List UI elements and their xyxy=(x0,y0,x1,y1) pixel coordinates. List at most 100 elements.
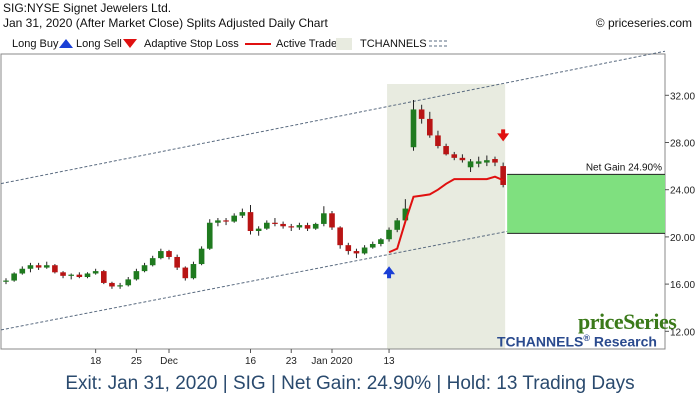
candle-body xyxy=(35,265,42,268)
candle-body xyxy=(231,215,237,222)
candle xyxy=(166,249,172,260)
candle xyxy=(272,218,278,227)
candle-body xyxy=(296,225,303,228)
candle xyxy=(117,282,123,289)
candle-body xyxy=(288,226,295,228)
candle xyxy=(288,223,295,231)
candle xyxy=(206,219,213,250)
candle xyxy=(158,248,164,260)
candle-body xyxy=(149,258,156,266)
chart-layer: 12.00 16.00 20.00 24.00 28.00 32.00 18 25 Dec 16 2… xyxy=(0,50,695,367)
candle-body xyxy=(329,213,335,228)
candle xyxy=(427,111,433,138)
candle-body xyxy=(109,282,115,287)
candle-body xyxy=(451,154,458,158)
candle xyxy=(3,278,9,285)
legend-adaptive-stop-loss: Adaptive Stop Loss xyxy=(144,38,239,50)
candle-body xyxy=(206,222,213,249)
candle-body xyxy=(484,160,490,163)
candle-body xyxy=(141,265,148,272)
candle xyxy=(84,272,91,279)
candle xyxy=(125,277,132,287)
x-tick-label: 18 xyxy=(90,356,102,367)
candle-body xyxy=(386,229,392,240)
research-brand: TCHANNELS xyxy=(497,333,584,350)
tchannels-dashed-icon xyxy=(429,40,449,47)
candle-body xyxy=(117,285,123,287)
candle-body xyxy=(43,265,50,268)
candle xyxy=(345,242,352,255)
candle xyxy=(133,268,140,281)
candle-body xyxy=(52,265,58,273)
candle xyxy=(92,268,99,275)
candle xyxy=(467,159,474,172)
candle-body xyxy=(369,243,376,248)
candle-body xyxy=(459,157,466,161)
chart-title: SIG:NYSE Signet Jewelers Ltd. xyxy=(3,1,172,15)
long-sell-arrow-icon xyxy=(123,39,137,48)
candle-body xyxy=(435,135,441,147)
candle xyxy=(239,208,246,219)
candle-body xyxy=(247,212,254,231)
y-tick-label: 12.00 xyxy=(670,327,695,338)
candle xyxy=(149,255,156,267)
x-tick-label: Dec xyxy=(160,356,178,367)
legend-long-buy: Long Buy xyxy=(12,38,59,50)
long-buy-arrow-icon xyxy=(59,39,73,48)
candle-body xyxy=(402,208,409,221)
candle xyxy=(68,273,74,280)
candle xyxy=(361,245,368,255)
y-tick-label: 16.00 xyxy=(670,280,695,291)
candle xyxy=(247,205,254,235)
registered-mark: ® xyxy=(583,333,590,343)
candle-body xyxy=(92,271,99,274)
candle xyxy=(337,226,343,249)
candle-body xyxy=(158,251,164,259)
candle-body xyxy=(361,247,368,254)
chart-subtitle: Jan 31, 2020 (After Market Close) Splits… xyxy=(3,16,328,30)
candle-body xyxy=(3,280,9,282)
net-gain-box xyxy=(507,174,665,234)
candle xyxy=(264,220,270,230)
candle-body xyxy=(410,109,417,148)
candle xyxy=(215,218,221,227)
candle xyxy=(500,162,506,188)
candle-body xyxy=(215,220,221,223)
candle-body xyxy=(345,245,352,252)
candle-body xyxy=(467,161,474,168)
candle-body xyxy=(443,146,449,155)
candle xyxy=(43,261,50,269)
candle-body xyxy=(166,251,172,257)
candle xyxy=(304,222,311,231)
candle xyxy=(190,261,197,280)
y-tick-label: 24.00 xyxy=(670,186,695,197)
candle-body xyxy=(312,223,319,229)
stop-loss-line-icon xyxy=(245,43,271,45)
candle-body xyxy=(223,220,229,222)
candle xyxy=(174,254,180,270)
candle xyxy=(198,246,205,266)
candle xyxy=(27,262,34,273)
candle xyxy=(394,218,400,233)
candle-body xyxy=(27,265,34,269)
adaptive-stop-loss-line xyxy=(388,175,504,254)
candle-body xyxy=(304,225,311,229)
candle-body xyxy=(492,159,498,163)
candle-body xyxy=(337,227,343,246)
channel-lower-line xyxy=(0,200,666,331)
candle-body xyxy=(280,223,286,227)
long-buy-arrow-icon xyxy=(383,266,396,279)
candle-body xyxy=(394,220,400,230)
candle xyxy=(231,213,237,223)
candle-body xyxy=(68,274,74,276)
copyright-text: © priceseries.com xyxy=(595,16,692,30)
candle xyxy=(19,266,26,275)
x-tick-label: 25 xyxy=(131,356,143,367)
candle-body xyxy=(101,271,107,283)
legend-long-sell: Long Sell xyxy=(76,38,122,50)
candle-body xyxy=(76,274,83,278)
chart-plot: 12.00 16.00 20.00 24.00 28.00 32.00 18 25 Dec 16 2… xyxy=(0,50,695,367)
candle-body xyxy=(174,256,180,268)
candle xyxy=(484,155,490,167)
candle xyxy=(11,272,17,282)
